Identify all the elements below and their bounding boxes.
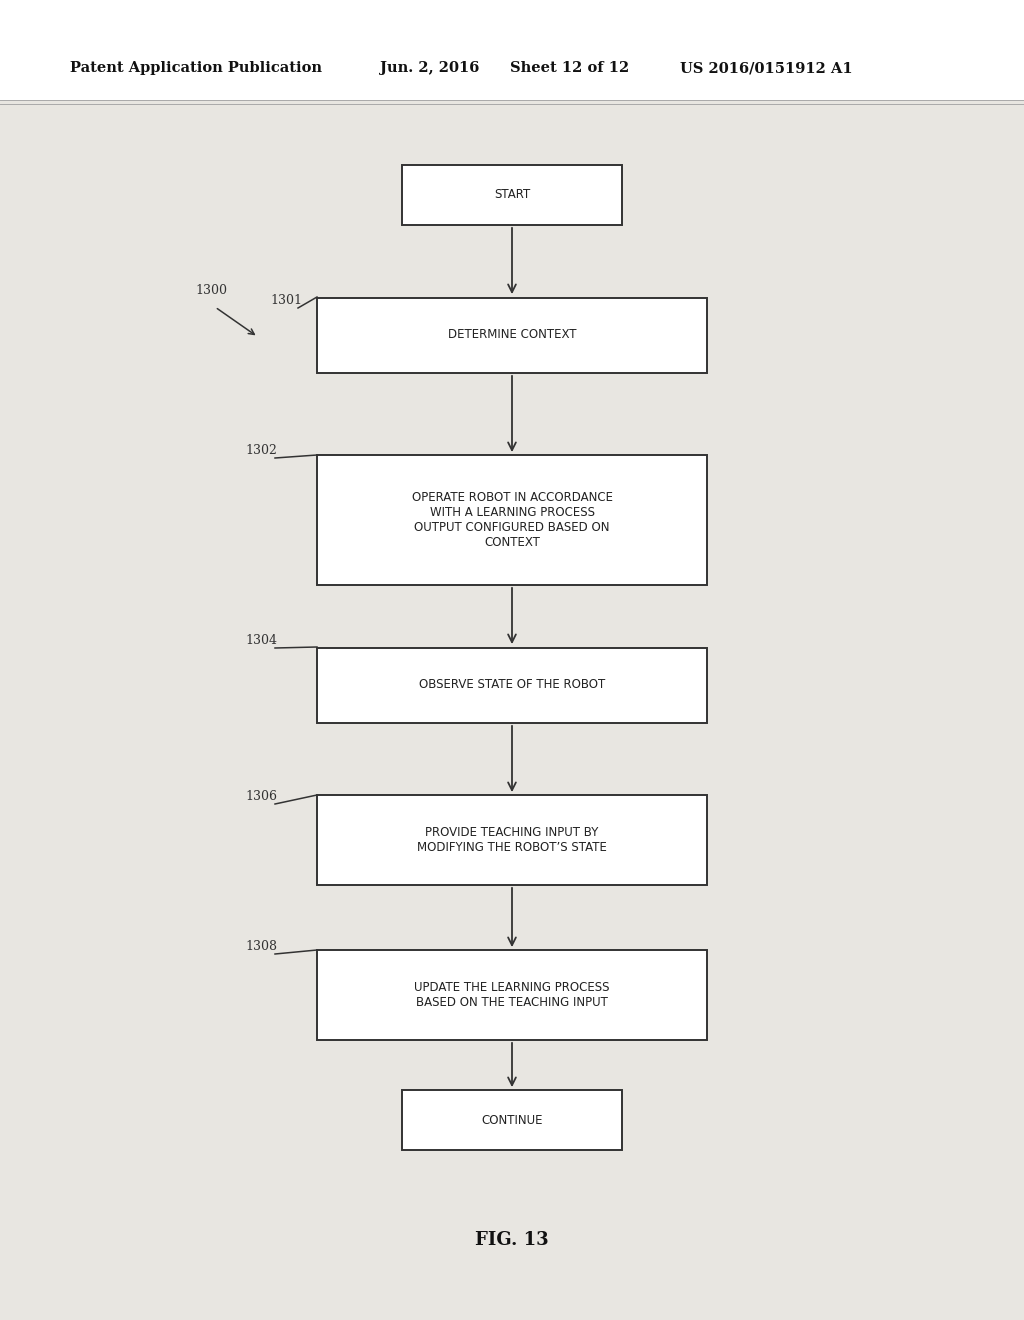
Text: FIG. 13: FIG. 13: [475, 1232, 549, 1249]
Bar: [317, 297, 707, 372]
Bar: [0, 0, 1024, 100]
Text: 1306: 1306: [245, 789, 278, 803]
Text: OBSERVE STATE OF THE ROBOT: OBSERVE STATE OF THE ROBOT: [419, 678, 605, 692]
Text: Patent Application Publication: Patent Application Publication: [70, 61, 322, 75]
Text: Sheet 12 of 12: Sheet 12 of 12: [510, 61, 630, 75]
Text: US 2016/0151912 A1: US 2016/0151912 A1: [680, 61, 853, 75]
Text: 1308: 1308: [245, 940, 278, 953]
Text: Jun. 2, 2016: Jun. 2, 2016: [380, 61, 479, 75]
FancyBboxPatch shape: [402, 1090, 622, 1150]
Bar: [317, 648, 707, 722]
Bar: [317, 795, 707, 884]
Text: 1302: 1302: [245, 444, 276, 457]
Text: 1304: 1304: [245, 634, 278, 647]
Text: OPERATE ROBOT IN ACCORDANCE
WITH A LEARNING PROCESS
OUTPUT CONFIGURED BASED ON
C: OPERATE ROBOT IN ACCORDANCE WITH A LEARN…: [412, 491, 612, 549]
Bar: [317, 455, 707, 585]
Text: START: START: [494, 189, 530, 202]
Text: 1300: 1300: [195, 284, 227, 297]
Bar: [317, 950, 707, 1040]
Text: PROVIDE TEACHING INPUT BY
MODIFYING THE ROBOT’S STATE: PROVIDE TEACHING INPUT BY MODIFYING THE …: [417, 826, 607, 854]
Text: UPDATE THE LEARNING PROCESS
BASED ON THE TEACHING INPUT: UPDATE THE LEARNING PROCESS BASED ON THE…: [415, 981, 609, 1008]
FancyBboxPatch shape: [402, 165, 622, 224]
Text: CONTINUE: CONTINUE: [481, 1114, 543, 1126]
Text: 1301: 1301: [270, 293, 302, 306]
Text: DETERMINE CONTEXT: DETERMINE CONTEXT: [447, 329, 577, 342]
